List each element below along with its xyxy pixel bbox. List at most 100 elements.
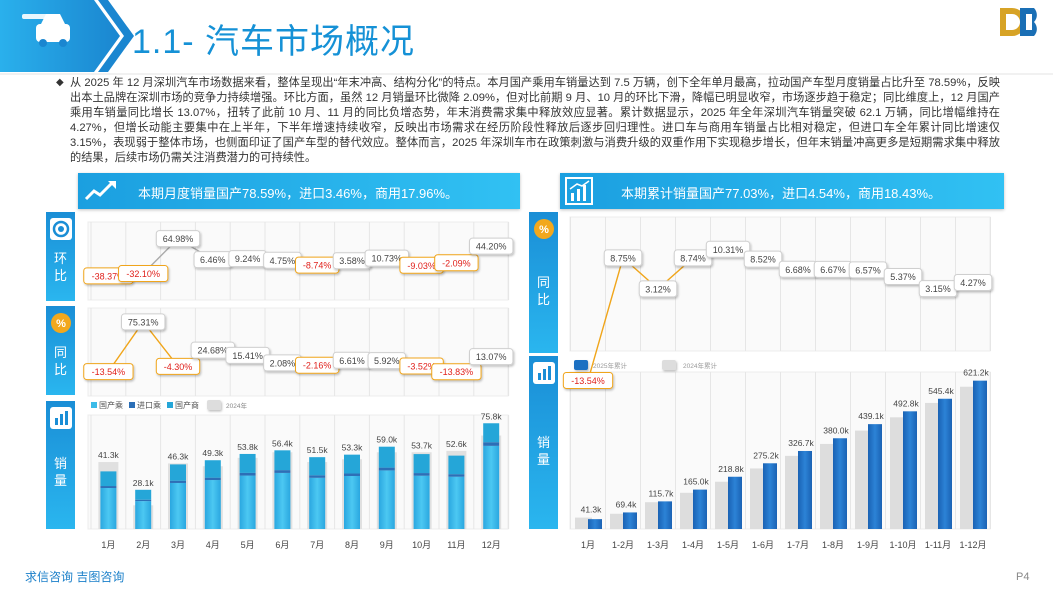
yoy-label-text: 2.08% <box>270 358 296 368</box>
mom-label: 44.20% <box>469 237 514 255</box>
cum-yoy-label-box <box>743 250 783 268</box>
mom-label-text: 64.98% <box>163 234 194 244</box>
mom-label: 3.58% <box>332 252 372 270</box>
bar-domestic <box>274 472 291 529</box>
bar-2024-cum <box>925 402 942 529</box>
bar-2024-cum <box>785 455 802 529</box>
legend-label: 2024年累计 <box>683 361 717 370</box>
legend-label: 进口乘 <box>137 400 161 410</box>
mom-label: -32.10% <box>118 265 169 283</box>
bar-commercial <box>274 450 291 471</box>
x-tick-label: 12月 <box>482 540 501 550</box>
sidebox-yoy: % 同 比 <box>46 306 75 395</box>
left-banner: 本期月度销量国产78.59%，进口3.46%，商用17.96%。 <box>78 173 520 209</box>
cum-yoy-label: 3.12% <box>638 280 678 298</box>
legend-label: 国产乘 <box>99 400 123 410</box>
legend-label: 国产商 <box>175 400 199 410</box>
svg-text:%: % <box>56 318 66 330</box>
yoy-label-text: 6.61% <box>339 356 365 366</box>
cum-yoy-label: 4.27% <box>953 274 993 292</box>
bar-domestic <box>413 475 430 529</box>
bar-2025-cum <box>658 501 672 529</box>
cum-yoy-label-box <box>953 274 993 292</box>
page-title: 1.1- 汽车市场概况 <box>132 23 416 61</box>
cum-yoy-label: 6.57% <box>848 261 888 279</box>
bar-2025-cum <box>798 450 812 529</box>
yoy-label-box <box>121 313 166 331</box>
cum-yoy-label-text: 3.12% <box>645 284 671 294</box>
legend-swatch <box>207 400 221 410</box>
legend-swatch <box>91 402 97 408</box>
x-tick-label: 1-9月 <box>857 540 879 550</box>
cum-yoy-label-box <box>562 371 614 389</box>
bar-2025-cum <box>693 489 707 529</box>
cum-yoy-label: 10.31% <box>705 240 751 258</box>
bar-domestic <box>204 480 221 529</box>
cum-yoy-label-text: 3.15% <box>925 284 951 294</box>
chart-icon <box>50 407 72 429</box>
cum-yoy-label-box <box>705 240 751 258</box>
bar-2024-cum <box>960 386 977 529</box>
bar-import <box>309 475 326 478</box>
bar-total-label: 56.4k <box>272 438 294 448</box>
header-banner <box>0 0 1053 75</box>
yoy-label: -4.30% <box>155 357 201 375</box>
bar-2024-cum <box>820 443 837 529</box>
bar-2025-cum <box>763 463 777 529</box>
bar-domestic <box>135 501 152 529</box>
bar-total-label: 49.3k <box>202 448 224 458</box>
legend-label: 2025年累计 <box>593 361 627 370</box>
mom-label-text: 10.73% <box>372 254 403 264</box>
bar-domestic <box>483 445 500 529</box>
yoy-label-text: -13.54% <box>92 367 126 377</box>
x-tick-label: 4月 <box>206 540 220 550</box>
cum-yoy-label: 6.68% <box>778 260 818 278</box>
x-tick-label: 1月 <box>101 540 115 550</box>
mom-label-box <box>118 265 169 283</box>
cum-yoy-label: -13.54% <box>562 371 614 389</box>
mom-label-text: 3.58% <box>339 256 365 266</box>
bar-cum-label: 275.2k <box>753 450 779 460</box>
bar-total-label: 59.0k <box>376 435 398 445</box>
sidebox-cum-sales: 销 量 <box>529 356 558 529</box>
bar-commercial <box>100 471 117 487</box>
bar-domestic <box>448 476 465 529</box>
yoy-label: 15.41% <box>225 346 270 364</box>
legend-label: 2024年 <box>226 401 247 410</box>
logo-icon <box>1000 8 1037 36</box>
cum-yoy-label: 8.52% <box>743 250 783 268</box>
legend-swatch <box>167 402 173 408</box>
bar-2025-cum <box>623 512 637 529</box>
yoy-label-text: -3.52% <box>407 361 436 371</box>
x-tick-label: 1-7月 <box>787 540 809 550</box>
footer-brand[interactable]: 求信咨询 吉图咨询 <box>25 570 125 584</box>
x-tick-label: 11月 <box>447 540 465 550</box>
bar-2024-cum <box>680 492 697 529</box>
mom-label: -2.09% <box>434 254 479 272</box>
bar-2025-cum <box>728 476 742 529</box>
bar-chart-icon <box>565 177 593 205</box>
mom-label: 64.98% <box>155 230 201 248</box>
sidebox-sales: 销 量 <box>46 401 75 529</box>
cum-yoy-label: 3.15% <box>918 280 958 298</box>
mom-label-box <box>434 254 479 272</box>
yoy-label-text: 75.31% <box>128 317 159 327</box>
x-tick-label: 1-6月 <box>752 540 774 550</box>
bar-total-label: 46.3k <box>168 451 190 461</box>
x-tick-label: 10月 <box>412 540 431 550</box>
bullet-diamond-icon: ◆ <box>56 77 64 88</box>
bar-domestic <box>378 470 395 529</box>
sidebox-mom: 环 比 <box>46 212 75 301</box>
cum-yoy-label: 5.37% <box>883 267 923 285</box>
bar-import <box>274 470 291 473</box>
bar-2025-cum <box>588 519 602 529</box>
bar-commercial <box>448 455 465 475</box>
bar-total-label: 75.8k <box>481 411 503 421</box>
bar-cum-label: 380.0k <box>823 425 849 435</box>
cum-yoy-label-text: 6.68% <box>785 265 811 275</box>
bar-commercial <box>170 464 186 481</box>
x-tick-label: 1-8月 <box>822 540 844 550</box>
bar-commercial <box>344 454 360 474</box>
yoy-label-text: 5.92% <box>374 356 400 366</box>
bar-2024-cum <box>890 417 907 529</box>
